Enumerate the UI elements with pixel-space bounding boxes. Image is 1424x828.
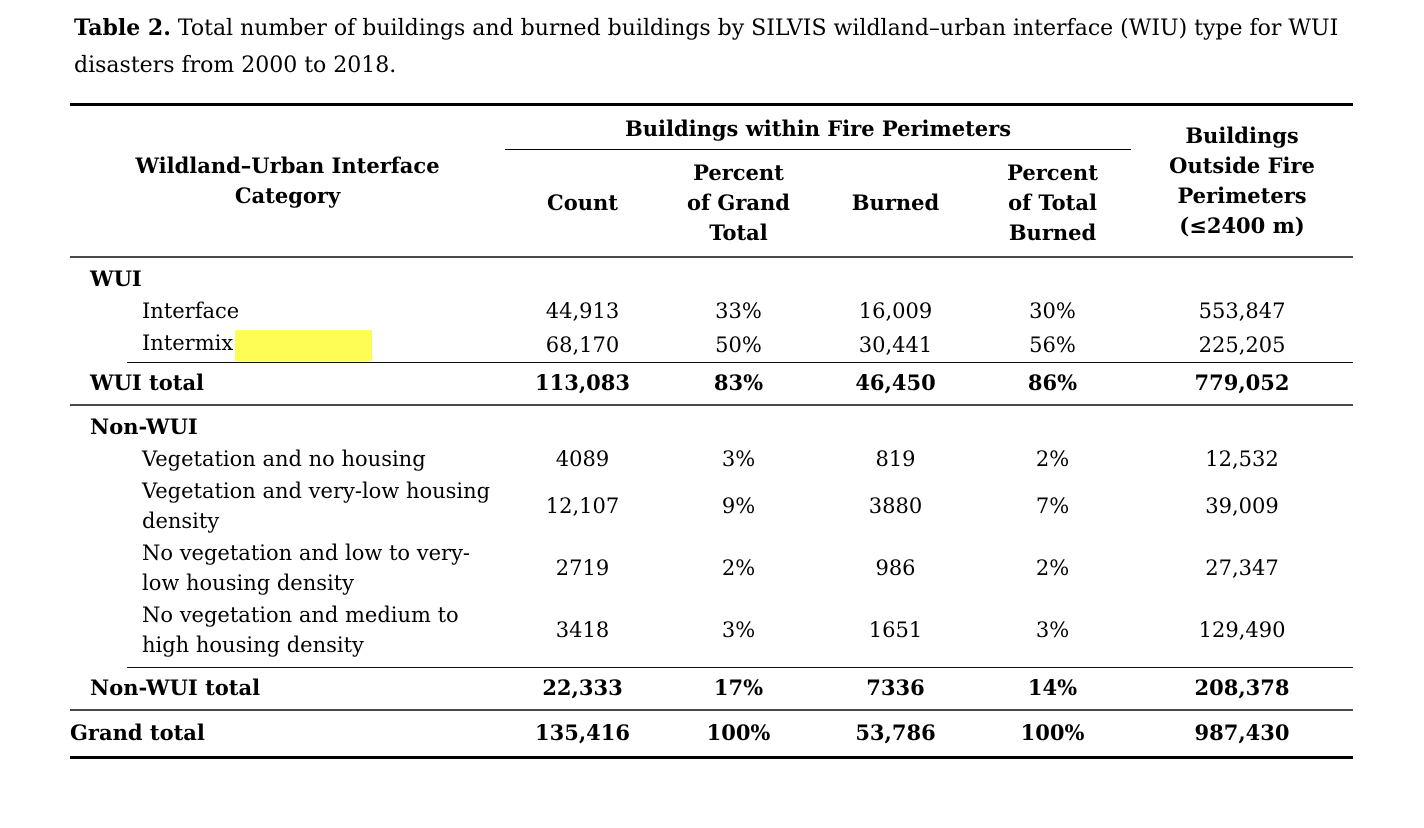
cell-count: 3418: [555, 618, 610, 642]
cell-outside: 12,532: [1205, 447, 1279, 471]
cell-outside: 27,347: [1205, 556, 1279, 580]
table-row-non-wui-total: Non-WUI total 22,333 17% 7336 14% 208,37…: [70, 668, 1353, 709]
cell-percent-burned: 7%: [1035, 494, 1070, 518]
row-label: No vegetation and low to very-low housin…: [142, 541, 471, 595]
cell-percent-grand: 50%: [715, 332, 762, 357]
cell-outside: 208,378: [1194, 675, 1290, 700]
row-label: Non-WUI total: [90, 675, 261, 700]
cell-percent-burned: 2%: [1035, 556, 1070, 580]
cell-percent-burned: 56%: [1029, 332, 1076, 357]
cell-percent-burned: 2%: [1035, 447, 1070, 471]
table-row-no-veg-low: No vegetation and low to very-low housin…: [70, 537, 1353, 599]
cell-burned: 7336: [866, 675, 925, 700]
table-row-no-veg-medium-high: No vegetation and medium to high housing…: [70, 599, 1353, 667]
table-caption-label: Table 2.: [74, 15, 171, 41]
row-label: Intermix: [70, 327, 505, 362]
cell-count: 2719: [555, 556, 610, 580]
subtotal-rule: [70, 667, 1354, 668]
cell-burned: 46,450: [855, 370, 936, 395]
cell-percent-burned: 3%: [1035, 618, 1070, 642]
column-header-outside-perimeters: Buildings Outside Fire Perimeters (≤2400…: [1169, 123, 1315, 238]
cell-percent-grand: 3%: [721, 618, 756, 642]
cell-burned: 16,009: [858, 299, 933, 323]
cell-burned: 53,786: [855, 720, 936, 745]
table-row-veg-no-housing: Vegetation and no housing 4089 3% 819 2%…: [70, 443, 1353, 475]
cell-percent-burned: 86%: [1027, 370, 1078, 395]
table-row-intermix: Intermix 68,170 50% 30,441 56% 225,205: [70, 327, 1353, 362]
cell-percent-grand: 2%: [721, 556, 756, 580]
column-header-count: Count: [547, 190, 618, 215]
row-label: WUI total: [90, 370, 205, 395]
cell-outside: 779,052: [1194, 370, 1290, 395]
cell-outside: 553,847: [1198, 299, 1286, 323]
section-rule: [70, 404, 1354, 406]
table-row-veg-very-low: Vegetation and very-low housing density …: [70, 475, 1353, 537]
cell-percent-grand: 100%: [706, 720, 771, 745]
cell-burned: 30,441: [858, 332, 933, 357]
column-header-percent-total-burned: Percent of Total Burned: [1007, 160, 1098, 245]
section-header-non-wui: Non-WUI: [90, 414, 198, 439]
column-header-percent-grand-total: Percent of Grand Total: [687, 160, 790, 245]
table-header: Wildland–Urban Interface Category Buildi…: [70, 104, 1353, 257]
cell-count: 4089: [555, 447, 610, 471]
column-header-burned: Burned: [851, 190, 940, 215]
data-table: Wildland–Urban Interface Category Buildi…: [70, 103, 1354, 759]
row-label: Interface: [142, 299, 240, 323]
cell-percent-grand: 3%: [721, 447, 756, 471]
cell-count: 12,107: [545, 494, 620, 518]
row-label: No vegetation and medium to high housing…: [142, 603, 459, 657]
yellow-highlight-annotation: [235, 330, 373, 361]
cell-count: 22,333: [542, 675, 623, 700]
table-row-interface: Interface 44,913 33% 16,009 30% 553,847: [70, 295, 1353, 327]
cell-percent-grand: 33%: [715, 299, 762, 323]
cell-percent-grand: 83%: [713, 370, 764, 395]
row-label: Vegetation and very-low housing density: [142, 479, 491, 533]
cell-outside: 987,430: [1194, 720, 1290, 745]
section-rule: [70, 709, 1354, 711]
cell-percent-burned: 30%: [1029, 299, 1076, 323]
cell-burned: 1651: [868, 618, 923, 642]
cell-burned: 3880: [868, 494, 923, 518]
row-label: Vegetation and no housing: [142, 447, 426, 471]
header-rule: [70, 256, 1354, 258]
table-row-grand-total: Grand total 135,416 100% 53,786 100% 987…: [70, 711, 1353, 758]
row-label: Grand total: [70, 720, 205, 745]
cell-outside: 225,205: [1198, 332, 1286, 357]
cell-outside: 39,009: [1205, 494, 1279, 518]
cell-count: 135,416: [535, 720, 630, 745]
section-header-wui: WUI: [90, 266, 142, 291]
cell-percent-grand: 9%: [721, 494, 756, 518]
column-group-header-fire-perimeters: Buildings within Fire Perimeters: [505, 104, 1132, 150]
subtotal-rule: [70, 362, 1354, 363]
table-row-wui-total: WUI total 113,083 83% 46,450 86% 779,052: [70, 363, 1353, 404]
cell-outside: 129,490: [1198, 618, 1286, 642]
column-header-category: Wildland–Urban Interface Category: [135, 153, 440, 208]
cell-count: 44,913: [545, 299, 620, 323]
table-caption-text: Total number of buildings and burned bui…: [74, 16, 1339, 78]
cell-count: 113,083: [535, 370, 630, 395]
cell-percent-burned: 14%: [1027, 675, 1078, 700]
cell-count: 68,170: [545, 332, 620, 357]
cell-percent-grand: 17%: [713, 675, 764, 700]
table-caption: Table 2. Total number of buildings and b…: [74, 10, 1346, 84]
cell-percent-burned: 100%: [1020, 720, 1085, 745]
cell-burned: 986: [875, 556, 916, 580]
cell-burned: 819: [875, 447, 916, 471]
